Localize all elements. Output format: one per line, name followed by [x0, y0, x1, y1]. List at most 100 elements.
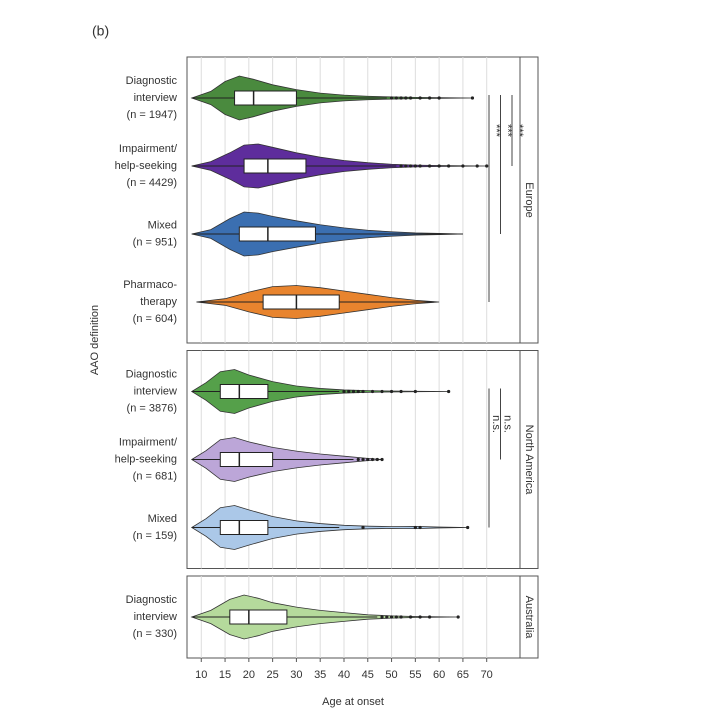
- outlier: [370, 389, 375, 394]
- group-n: (n = 681): [133, 470, 177, 482]
- group-n: (n = 330): [133, 628, 177, 640]
- group-label: interview: [134, 385, 177, 397]
- group-n: (n = 159): [133, 530, 177, 542]
- x-tick-label: 20: [243, 669, 255, 681]
- comparison-label: ***: [502, 124, 514, 138]
- outlier: [485, 164, 489, 168]
- facet-strip: [519, 575, 539, 659]
- outlier: [428, 615, 432, 619]
- group-label: Pharmaco-: [123, 279, 177, 291]
- outlier: [418, 164, 422, 168]
- outlier: [413, 164, 417, 168]
- x-tick-label: 70: [481, 669, 493, 681]
- facet-label: Europe: [523, 182, 535, 217]
- outlier: [404, 96, 408, 100]
- outlier: [375, 457, 379, 462]
- box: [219, 384, 269, 399]
- outlier: [413, 389, 417, 394]
- group-label: Diagnostic: [126, 368, 178, 380]
- facet-strip: [519, 350, 539, 569]
- outlier: [466, 525, 470, 530]
- x-tick-label: 55: [409, 669, 421, 681]
- group-label: help-seeking: [115, 160, 177, 172]
- group-label: interview: [134, 92, 177, 104]
- box: [262, 294, 340, 310]
- box: [219, 452, 274, 467]
- outlier: [456, 615, 460, 619]
- outlier: [413, 525, 417, 530]
- x-tick-label: 10: [195, 669, 207, 681]
- x-tick-label: 15: [219, 669, 231, 681]
- outlier: [394, 615, 398, 619]
- group-label: therapy: [140, 296, 177, 308]
- group-label: Mixed: [148, 219, 177, 231]
- outlier: [366, 457, 370, 462]
- outlier: [428, 96, 432, 100]
- outlier: [447, 389, 451, 394]
- x-tick-label: 30: [290, 669, 302, 681]
- outlier: [408, 96, 413, 100]
- x-tick-label: 65: [457, 669, 469, 681]
- x-tick-label: 25: [267, 669, 279, 681]
- comparison-label: n.s.: [502, 415, 514, 433]
- outlier: [389, 389, 394, 394]
- outlier: [389, 615, 394, 619]
- facet-strip: [519, 56, 539, 344]
- comparison-label: n.s.: [490, 415, 502, 433]
- group-label: interview: [134, 611, 177, 623]
- outlier: [351, 389, 356, 394]
- outlier: [475, 164, 479, 168]
- group-n: (n = 1947): [127, 109, 177, 121]
- facet-label: Australia: [523, 596, 535, 640]
- x-tick-label: 45: [362, 669, 374, 681]
- outlier: [428, 164, 432, 168]
- box: [229, 609, 288, 625]
- outlier: [418, 525, 422, 530]
- x-tick-label: 60: [433, 669, 445, 681]
- outlier: [399, 389, 403, 394]
- panel-label: (b): [92, 23, 109, 39]
- y-axis-title: AAO definition: [89, 305, 101, 375]
- group-label: Diagnostic: [126, 594, 178, 606]
- outlier: [356, 457, 360, 462]
- outlier: [437, 96, 441, 100]
- group-label: help-seeking: [115, 453, 177, 465]
- outlier: [361, 457, 365, 462]
- outlier: [418, 96, 422, 100]
- outlier: [361, 525, 365, 530]
- outlier: [447, 164, 451, 168]
- outlier: [380, 615, 384, 619]
- group-n: (n = 4429): [127, 177, 177, 189]
- group-n: (n = 3876): [127, 402, 177, 414]
- outlier: [461, 164, 465, 168]
- outlier: [437, 164, 441, 168]
- box: [234, 90, 297, 106]
- facet-label: North America: [523, 425, 535, 496]
- outlier: [399, 164, 403, 168]
- outlier: [380, 457, 384, 462]
- x-tick-label: 35: [314, 669, 326, 681]
- outlier: [394, 96, 398, 100]
- outlier: [399, 96, 403, 100]
- x-axis-title: Age at onset: [322, 696, 384, 708]
- group-label: Mixed: [148, 513, 177, 525]
- group-label: Diagnostic: [126, 75, 178, 87]
- outlier: [418, 615, 422, 619]
- outlier: [408, 615, 413, 619]
- outlier: [370, 457, 375, 462]
- box: [238, 226, 316, 242]
- outlier: [470, 96, 475, 100]
- group-label: Impairment/: [119, 143, 178, 155]
- outlier: [361, 389, 365, 394]
- outlier: [399, 615, 403, 619]
- group-n: (n = 604): [133, 313, 177, 325]
- comparison-label: ***: [513, 124, 525, 138]
- group-n: (n = 951): [133, 236, 177, 248]
- group-label: Impairment/: [119, 436, 178, 448]
- outlier: [347, 389, 351, 394]
- outlier: [385, 615, 389, 619]
- outlier: [342, 389, 346, 394]
- x-tick-label: 50: [385, 669, 397, 681]
- outlier: [408, 164, 413, 168]
